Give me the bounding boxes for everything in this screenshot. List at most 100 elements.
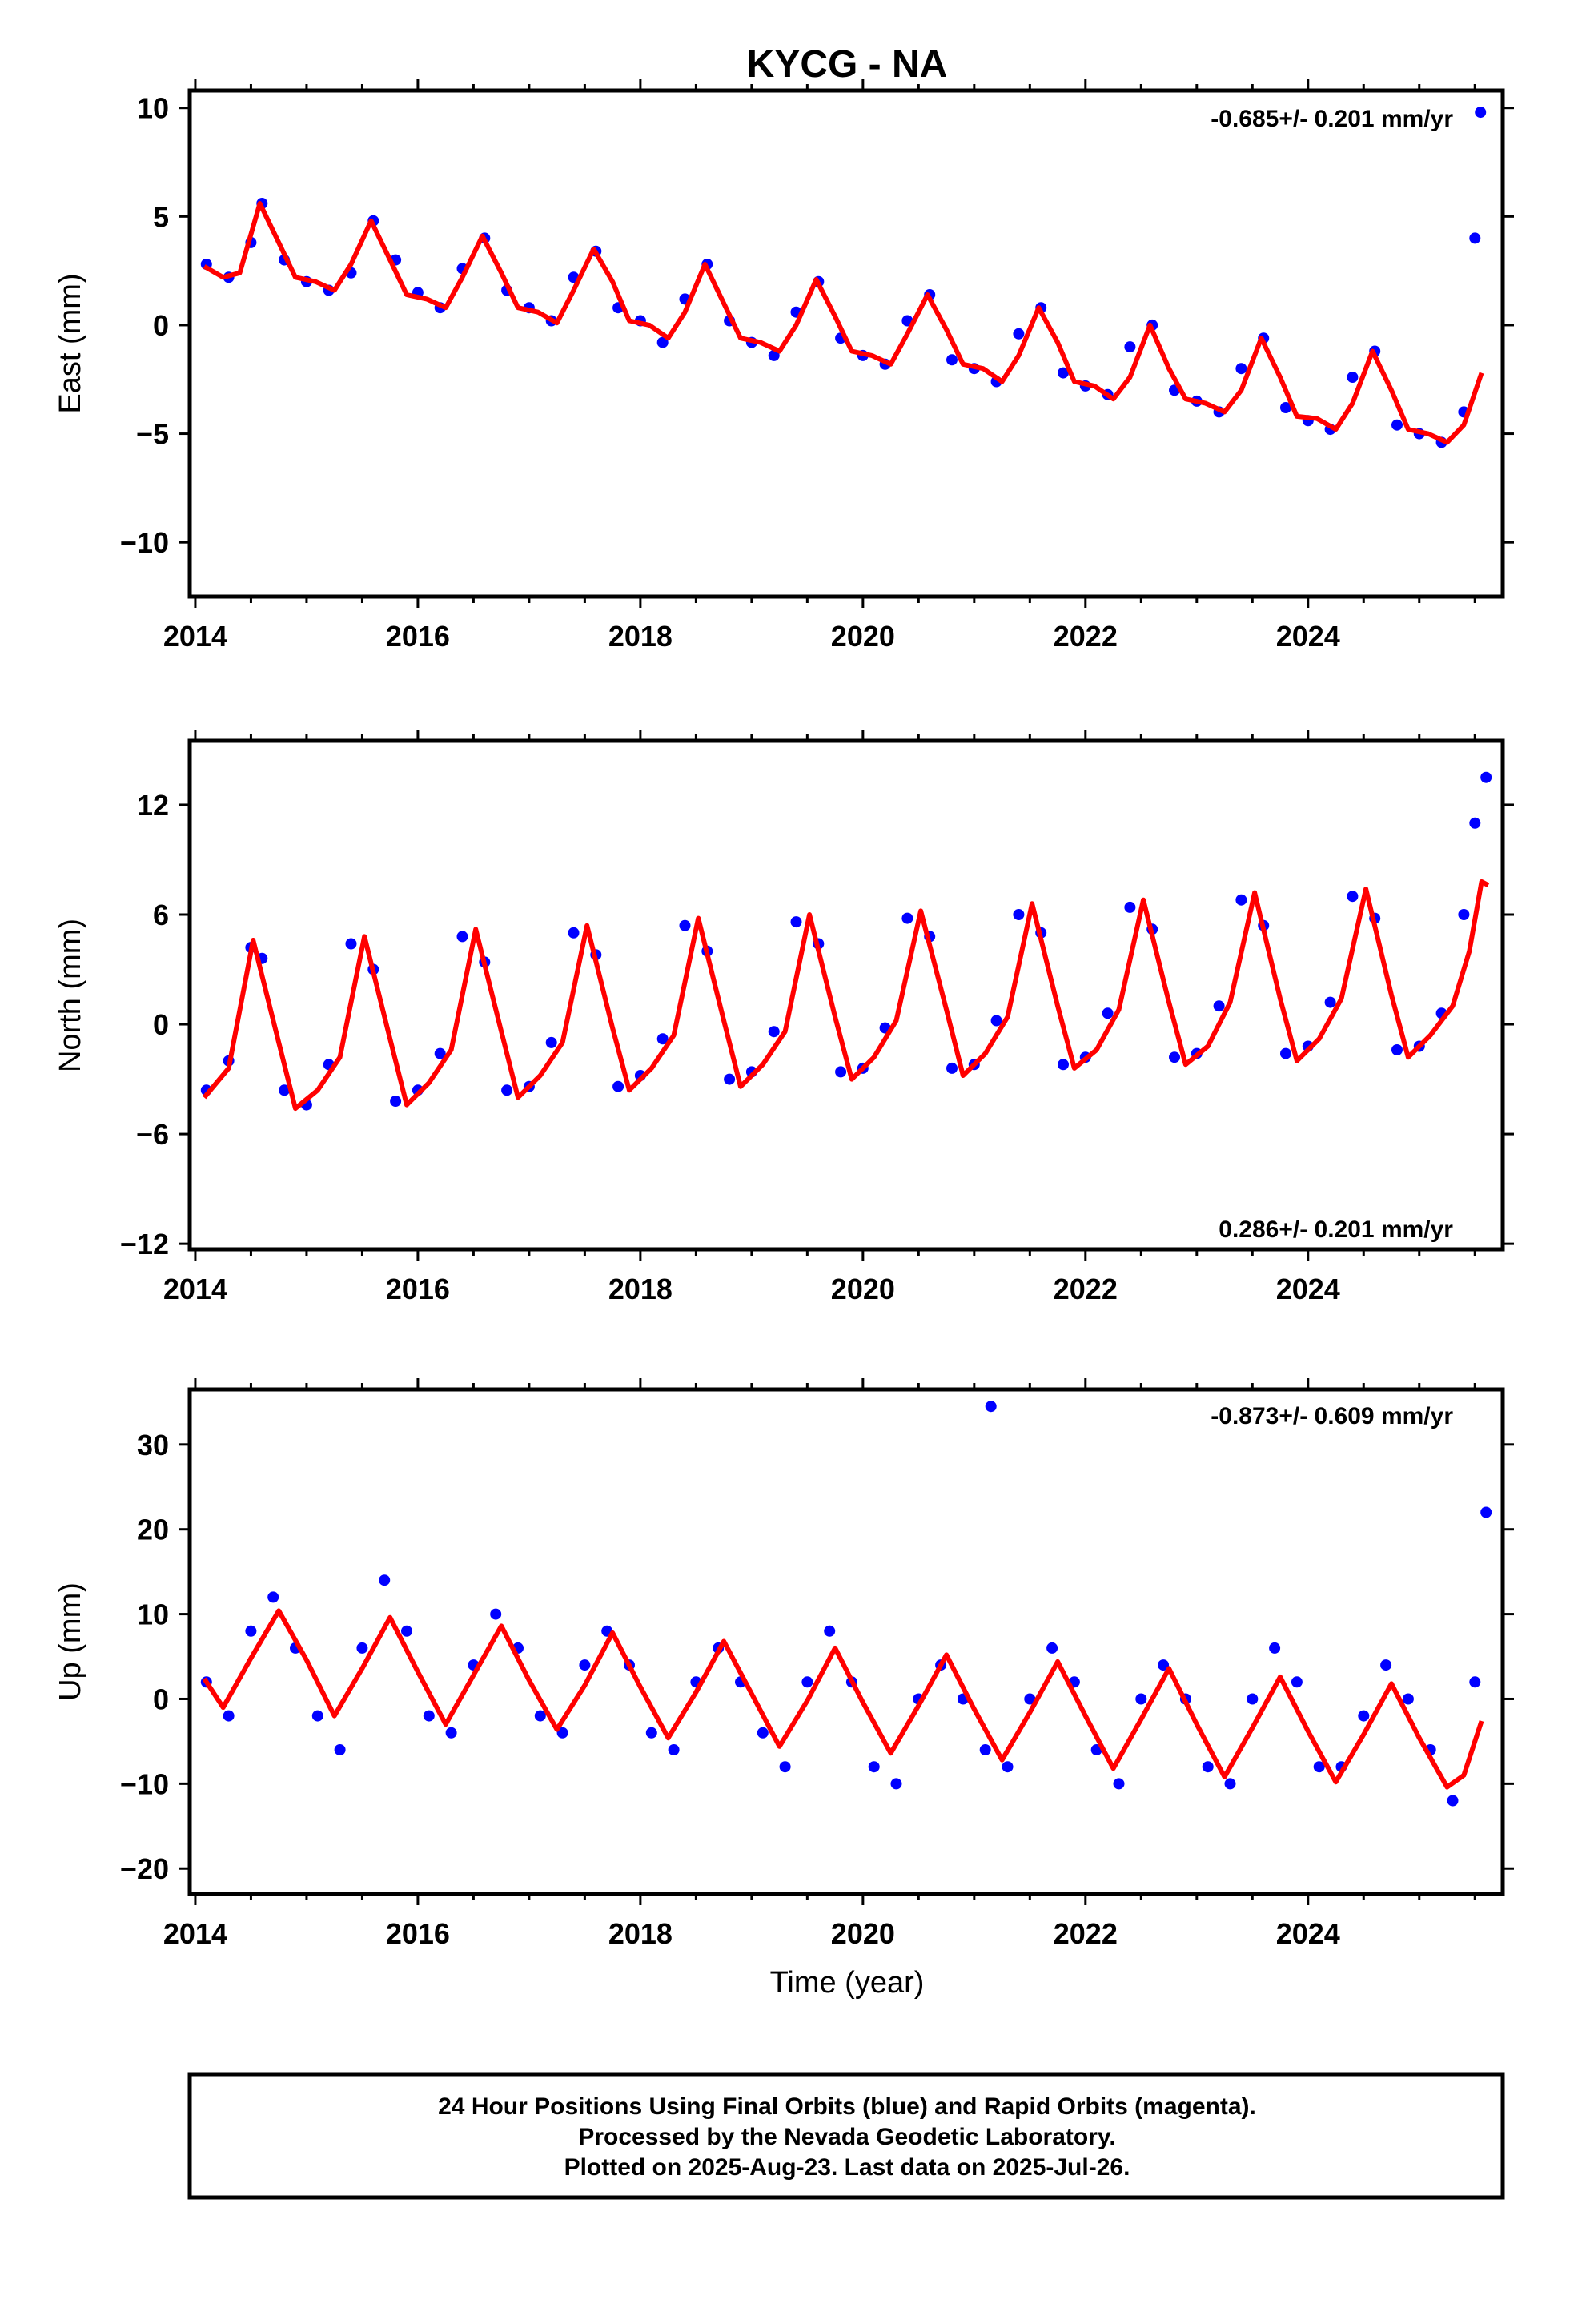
east-x-axis: 2014 2016 2018 2020 2022 2024 xyxy=(163,79,1476,653)
north-plot-frame xyxy=(187,738,1505,1252)
up-points xyxy=(200,1401,1492,1807)
north-data-point xyxy=(568,927,580,939)
north-x-tick-label: 2016 xyxy=(386,1273,450,1305)
east-x-tick-label: 2016 xyxy=(386,620,450,653)
up-data-point xyxy=(1447,1795,1459,1807)
east-x-tick-label: 2024 xyxy=(1276,620,1340,653)
east-data-point xyxy=(1475,107,1487,119)
north-data-point xyxy=(279,1084,291,1096)
up-data-point xyxy=(223,1710,235,1722)
north-data-point xyxy=(390,1096,402,1107)
up-data-point xyxy=(1002,1761,1014,1773)
north-data-point xyxy=(1469,817,1481,829)
north-data-point xyxy=(1347,891,1359,903)
north-data-point xyxy=(1235,894,1247,906)
up-data-point xyxy=(311,1710,323,1722)
north-x-tick-label: 2020 xyxy=(831,1273,895,1305)
east-data-point xyxy=(1469,232,1481,244)
north-data-point xyxy=(545,1036,557,1048)
north-y-tick-label: −12 xyxy=(120,1228,169,1261)
up-data-point xyxy=(1247,1693,1259,1705)
east-y-tick-label: 10 xyxy=(137,92,169,125)
east-y-axis: 10 5 0 −5 −10 xyxy=(120,92,1514,559)
panel-east: 2014 2016 2018 2020 2022 2024 10 5 0 −5 −10 East … xyxy=(54,79,1514,653)
north-data-point xyxy=(1213,1000,1225,1012)
east-data-point xyxy=(1280,402,1291,413)
north-y-tick-label: 0 xyxy=(153,1008,169,1041)
north-ylabel: North (mm) xyxy=(54,919,87,1072)
up-data-point xyxy=(401,1625,412,1637)
up-plot-frame xyxy=(187,1387,1505,1896)
up-data-point xyxy=(1313,1761,1325,1773)
up-y-tick-label: 20 xyxy=(137,1514,169,1546)
up-data-point xyxy=(334,1744,346,1755)
east-ylabel: East (mm) xyxy=(54,273,87,413)
footer-line-3: Plotted on 2025-Aug-23. Last data on 202… xyxy=(564,2154,1130,2181)
north-y-axis: 12 6 0 −6 −12 xyxy=(120,789,1514,1261)
up-data-point xyxy=(1224,1778,1236,1790)
up-data-point xyxy=(534,1710,546,1722)
up-data-point xyxy=(1269,1642,1281,1654)
north-x-tick-label: 2018 xyxy=(608,1273,673,1305)
panel-north: 2014 2016 2018 2020 2022 2024 12 6 0 −6 −12 North… xyxy=(54,730,1514,1305)
up-data-point xyxy=(245,1625,257,1637)
up-x-tick-label: 2016 xyxy=(386,1917,450,1950)
chart-title: KYCG - NA xyxy=(747,43,948,86)
east-data-point xyxy=(656,336,669,348)
up-data-point xyxy=(668,1744,680,1755)
up-data-point xyxy=(1358,1710,1370,1722)
east-x-tick-label: 2018 xyxy=(608,620,673,653)
up-data-point xyxy=(267,1591,279,1603)
footer-box: 24 Hour Positions Using Final Orbits (bl… xyxy=(187,2072,1505,2200)
north-data-point xyxy=(768,1026,780,1038)
north-data-point xyxy=(990,1015,1002,1027)
north-x-tick-label: 2022 xyxy=(1054,1273,1118,1305)
north-data-point xyxy=(345,938,357,950)
up-x-tick-label: 2024 xyxy=(1276,1917,1340,1950)
east-data-point xyxy=(1235,363,1247,375)
east-x-tick-label: 2014 xyxy=(163,620,227,653)
up-fit-line xyxy=(202,1608,1484,1790)
footer-frame xyxy=(187,2072,1505,2200)
up-data-point xyxy=(757,1727,769,1739)
up-data-point xyxy=(1024,1693,1036,1705)
up-x-tick-label: 2020 xyxy=(831,1917,895,1950)
up-x-axis: 2014 2016 2018 2020 2022 2024 xyxy=(163,1378,1476,1950)
up-data-point xyxy=(1402,1693,1414,1705)
up-x-tick-label: 2022 xyxy=(1054,1917,1118,1950)
north-rate-label: 0.286+/- 0.201 mm/yr xyxy=(1219,1216,1453,1243)
up-data-point xyxy=(1480,1506,1492,1518)
north-data-point xyxy=(612,1080,624,1092)
x-axis-label: Time (year) xyxy=(770,1966,925,2000)
up-data-point xyxy=(868,1761,880,1773)
up-data-point xyxy=(1291,1676,1303,1688)
north-x-tick-label: 2014 xyxy=(163,1273,227,1305)
up-x-tick-label: 2014 xyxy=(163,1917,227,1950)
north-data-point xyxy=(1480,771,1492,783)
up-y-tick-label: −20 xyxy=(120,1852,169,1885)
north-data-point xyxy=(1013,909,1025,920)
up-data-point xyxy=(445,1727,457,1739)
up-data-point xyxy=(645,1727,657,1739)
east-x-tick-label: 2020 xyxy=(831,620,895,653)
up-data-point xyxy=(979,1744,991,1755)
east-data-point xyxy=(1347,372,1359,383)
up-y-tick-label: 0 xyxy=(153,1683,169,1715)
east-fit-line xyxy=(203,201,1484,445)
up-data-point xyxy=(890,1778,902,1790)
north-data-point xyxy=(1324,996,1336,1008)
up-data-point xyxy=(1135,1693,1147,1705)
panel-up: 2014 2016 2018 2020 2022 2024 30 20 10 0 −10 −20 U… xyxy=(54,1378,1514,1950)
up-data-point xyxy=(1113,1778,1125,1790)
east-y-tick-label: −5 xyxy=(136,418,169,451)
north-data-point xyxy=(1058,1059,1069,1071)
up-data-point xyxy=(556,1727,568,1739)
up-ylabel: Up (mm) xyxy=(54,1582,87,1701)
north-data-point xyxy=(501,1084,513,1096)
east-data-point xyxy=(1058,367,1069,379)
east-data-point xyxy=(1391,419,1403,431)
north-data-point xyxy=(1124,901,1136,913)
north-data-point xyxy=(1391,1044,1403,1055)
north-y-tick-label: 12 xyxy=(137,789,169,822)
